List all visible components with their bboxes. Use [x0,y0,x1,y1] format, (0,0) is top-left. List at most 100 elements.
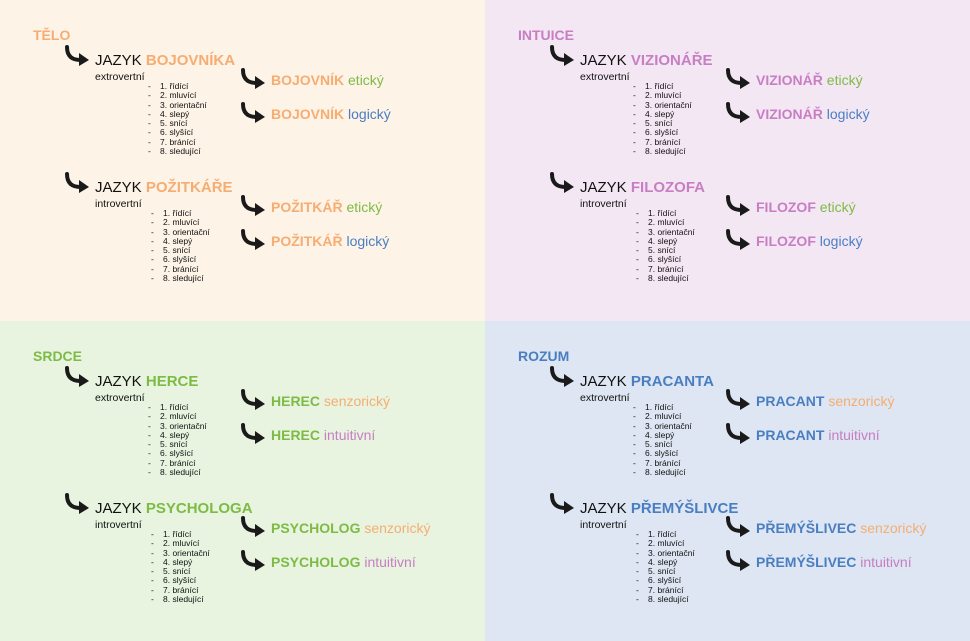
variant-name: HEREC [271,393,321,409]
language-prefix: JAZYK [95,179,146,196]
language-prefix: JAZYK [95,500,146,517]
function-item: 7. bránící [151,585,210,595]
function-item: 2. mluvící [633,90,692,100]
curved-arrow-icon [549,172,577,194]
function-item: 6. slyšící [151,255,210,265]
function-item: 3. orientační [148,100,207,110]
language-name: HERCE [145,373,199,390]
variant-label: BOJOVNÍK logický [271,106,391,122]
curved-arrow-shape [726,423,750,444]
curved-arrow-shape [550,172,574,193]
curved-arrow-shape [65,45,89,66]
function-item: 6. slyšící [148,128,207,138]
curved-arrow-icon [64,366,92,388]
language-name: PŘEMÝŠLIVCE [630,500,739,517]
curved-arrow-shape [726,516,750,537]
function-item: 3. orientační [636,227,695,237]
function-item: 4. slepý [633,430,692,440]
language-subtitle: introvertní [95,198,142,210]
variant-suffix: intuitivní [856,554,912,570]
function-item: 3. orientační [148,421,207,431]
language-title: JAZYK VIZIONÁŘE [580,52,713,69]
function-list: 1. řídící2. mluvící3. orientační4. slepý… [636,208,695,283]
variant-label: PŘEMÝŠLIVEC senzorický [756,520,926,536]
variant-suffix: intuitivní [360,554,416,570]
function-item: 6. slyšící [633,449,692,459]
function-list: 1. řídící2. mluvící3. orientační4. slepý… [148,402,207,477]
language-name: PSYCHOLOGA [145,500,253,517]
language-subtitle: introvertní [95,519,142,531]
variant-label: POŽITKÁŘ logický [271,233,389,249]
variant-name: PŘEMÝŠLIVEC [756,520,857,536]
curved-arrow-icon [725,102,753,124]
curved-arrow-shape [241,550,265,571]
curved-arrow-shape [241,229,265,250]
curved-arrow-icon [240,423,268,445]
function-item: 7. bránící [148,458,207,468]
variant-name: BOJOVNÍK [271,106,345,122]
function-item: 2. mluvící [636,217,695,227]
function-item: 5. snící [636,245,695,255]
function-item: 3. orientační [151,548,210,558]
variant-name: PŘEMÝŠLIVEC [756,554,857,570]
language-title: JAZYK PŘEMÝŠLIVCE [580,500,738,517]
curved-arrow-shape [241,68,265,89]
curved-arrow-shape [241,423,265,444]
variant-suffix: logický [822,106,870,122]
function-item: 2. mluvící [151,217,210,227]
function-item: 5. snící [148,118,207,128]
variant-suffix: etický [344,72,384,88]
variant-suffix: logický [344,106,391,122]
curved-arrow-icon [725,195,753,217]
curved-arrow-icon [240,195,268,217]
variant-label: PSYCHOLOG senzorický [271,520,431,536]
function-item: 3. orientační [151,227,210,237]
function-item: 5. snící [636,566,695,576]
variant-name: VIZIONÁŘ [756,106,823,122]
function-item: 5. snící [148,439,207,449]
function-item: 4. slepý [148,430,207,440]
function-item: 2. mluvící [636,538,695,548]
variant-suffix: senzorický [320,393,391,409]
function-item: 3. orientační [636,548,695,558]
curved-arrow-icon [240,389,268,411]
function-item: 7. bránící [633,137,692,147]
function-item: 8. sledující [636,594,695,604]
function-item: 2. mluvící [151,538,210,548]
curved-arrow-shape [65,366,89,387]
function-list: 1. řídící2. mluvící3. orientační4. slepý… [151,208,210,283]
variant-label: PRACANT senzorický [756,393,894,409]
function-item: 7. bránící [636,264,695,274]
curved-arrow-shape [726,195,750,216]
function-item: 6. slyšící [151,576,210,586]
language-prefix: JAZYK [95,52,146,69]
function-item: 7. bránící [151,264,210,274]
function-item: 1. řídící [633,81,692,91]
language-name: POŽITKÁŘE [145,179,233,196]
function-item: 1. řídící [148,402,207,412]
curved-arrow-shape [726,102,750,123]
function-item: 2. mluvící [148,411,207,421]
curved-arrow-shape [241,102,265,123]
function-list: 1. řídící2. mluvící3. orientační4. slepý… [633,81,692,156]
function-item: 6. slyšící [633,128,692,138]
variant-name: BOJOVNÍK [271,72,345,88]
function-item: 3. orientační [633,100,692,110]
function-item: 2. mluvící [633,411,692,421]
variant-suffix: senzorický [360,520,431,536]
variant-name: POŽITKÁŘ [271,199,343,215]
variant-suffix: etický [342,199,383,215]
curved-arrow-icon [240,102,268,124]
function-item: 5. snící [633,118,692,128]
function-item: 4. slepý [633,109,692,119]
curved-arrow-icon [725,516,753,538]
curved-arrow-icon [64,493,92,515]
function-item: 5. snící [633,439,692,449]
function-item: 8. sledující [636,273,695,283]
variant-suffix: logický [342,233,390,249]
function-item: 5. snící [151,245,210,255]
variant-label: FILOZOF logický [756,233,863,249]
curved-arrow-shape [241,389,265,410]
